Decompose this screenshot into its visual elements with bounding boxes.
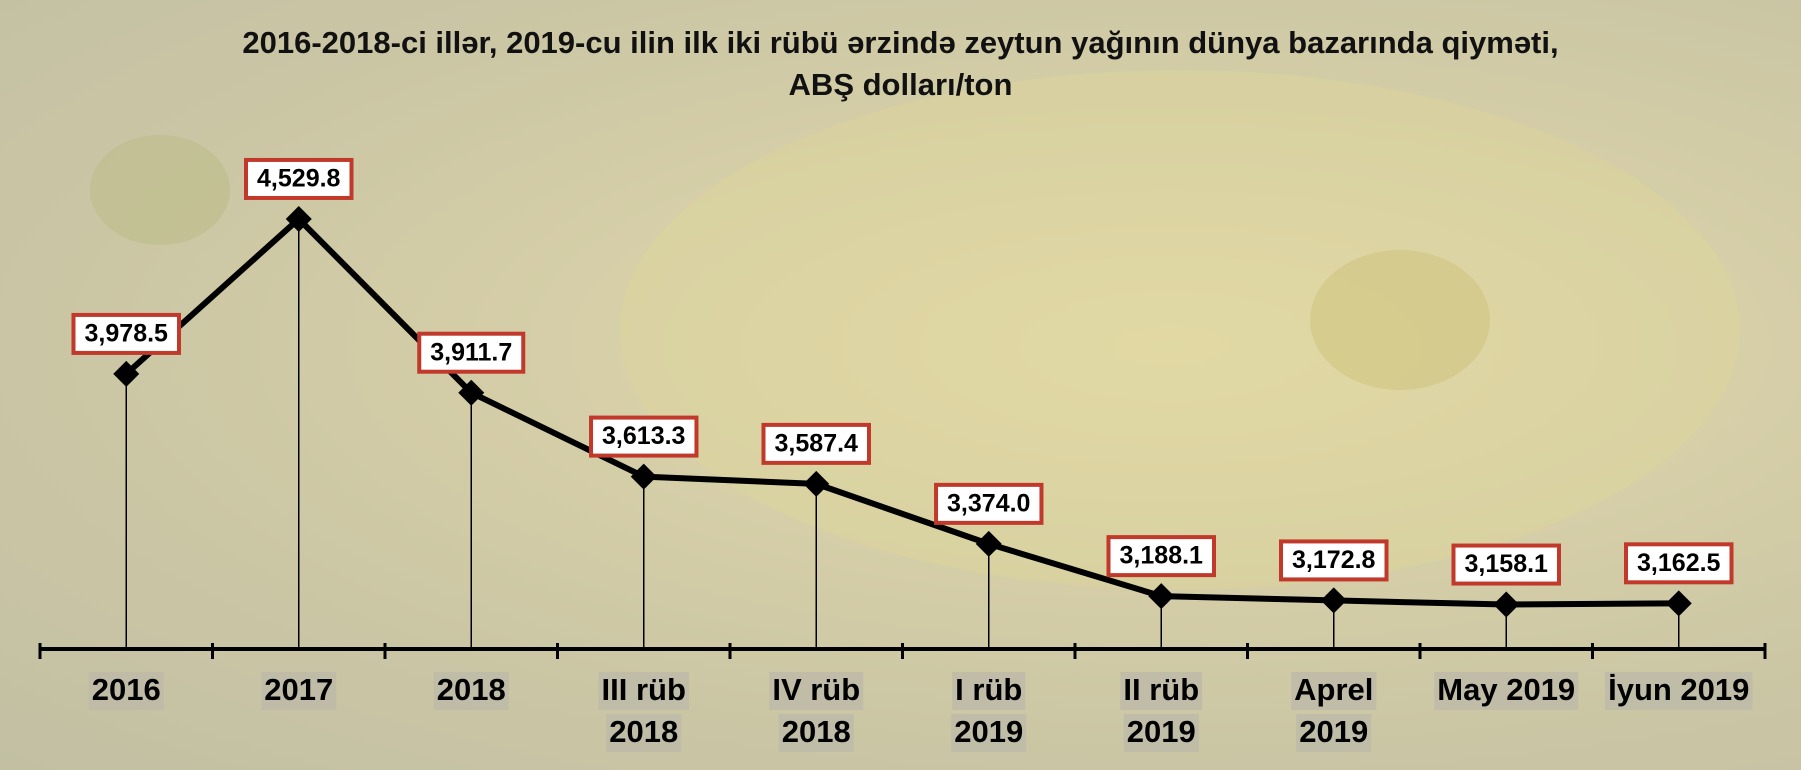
value-label: 4,529.8 bbox=[257, 165, 341, 193]
category-group: 2017 bbox=[261, 672, 336, 710]
x-tick-label: May 2019 bbox=[1437, 672, 1575, 707]
x-tick-label: İyun 2019 bbox=[1608, 672, 1749, 707]
category-group: 2018 bbox=[606, 714, 681, 752]
x-tick-label: 2019 bbox=[1127, 714, 1196, 749]
category-group: May 2019 bbox=[1434, 672, 1578, 710]
x-tick-label: I rüb bbox=[955, 672, 1022, 707]
marker bbox=[1493, 592, 1519, 618]
background-bowl bbox=[620, 70, 1740, 590]
category-group: II rüb bbox=[1120, 672, 1202, 710]
x-tick-label: Aprel bbox=[1294, 672, 1373, 707]
category-group: 2018 bbox=[434, 672, 509, 710]
category-group: İyun 2019 bbox=[1605, 672, 1752, 710]
title-box: 2016-2018-ci illər, 2019-cu ilin ilk iki… bbox=[0, 22, 1801, 106]
category-group: III rüb bbox=[599, 672, 689, 710]
category-group: 2016 bbox=[89, 672, 164, 710]
category-group: IV rüb bbox=[769, 672, 863, 710]
x-tick-label: 2019 bbox=[1299, 714, 1368, 749]
marker bbox=[1666, 590, 1692, 616]
value-label-group: 3,158.1 bbox=[1453, 546, 1559, 584]
value-label-group: 3,911.7 bbox=[419, 334, 523, 372]
x-tick-label: 2017 bbox=[264, 672, 333, 707]
category-group: 2019 bbox=[1124, 714, 1199, 752]
background-olive bbox=[1310, 250, 1490, 390]
value-label-group: 3,172.8 bbox=[1281, 541, 1387, 579]
x-tick-label: 2019 bbox=[954, 714, 1023, 749]
x-tick-label: 2018 bbox=[437, 672, 506, 707]
value-label: 3,978.5 bbox=[85, 320, 169, 348]
value-label: 3,911.7 bbox=[430, 338, 512, 366]
marker bbox=[631, 464, 657, 490]
value-label: 3,158.1 bbox=[1465, 550, 1549, 578]
chart: 3,978.5 4,529.8 3,911.7 3,613.3 3,587.4 3,374… bbox=[0, 0, 1801, 770]
x-tick-label: 2016 bbox=[92, 672, 161, 707]
category-group: I rüb bbox=[952, 672, 1025, 710]
x-tick-label: 2018 bbox=[782, 714, 851, 749]
chart-title: 2016-2018-ci illər, 2019-cu ilin ilk iki… bbox=[241, 22, 1561, 106]
value-label-group: 4,529.8 bbox=[246, 160, 352, 198]
value-label: 3,162.5 bbox=[1637, 549, 1721, 577]
value-label-group: 3,188.1 bbox=[1108, 537, 1214, 575]
value-label: 3,172.8 bbox=[1292, 546, 1376, 574]
x-tick-label: 2018 bbox=[609, 714, 678, 749]
x-tick-label: II rüb bbox=[1123, 672, 1199, 707]
value-label: 3,613.3 bbox=[602, 422, 685, 450]
category-group: 2019 bbox=[951, 714, 1026, 752]
plot: 3,978.5 4,529.8 3,911.7 3,613.3 3,587.4 3,374… bbox=[0, 0, 1801, 770]
value-label-group: 3,162.5 bbox=[1626, 544, 1732, 582]
value-label-group: 3,587.4 bbox=[763, 425, 869, 463]
background-olive bbox=[90, 135, 230, 245]
value-label-group: 3,613.3 bbox=[591, 418, 696, 456]
x-tick-label: III rüb bbox=[602, 672, 686, 707]
value-label: 3,188.1 bbox=[1120, 542, 1204, 570]
category-group: 2018 bbox=[779, 714, 854, 752]
value-label: 3,374.0 bbox=[947, 489, 1030, 517]
x-tick-label: IV rüb bbox=[772, 672, 860, 707]
category-group: Aprel bbox=[1291, 672, 1376, 710]
value-label: 3,587.4 bbox=[775, 429, 859, 457]
category-group: 2019 bbox=[1296, 714, 1371, 752]
value-label-group: 3,374.0 bbox=[936, 485, 1041, 523]
value-label-group: 3,978.5 bbox=[73, 315, 179, 353]
marker bbox=[1321, 587, 1347, 613]
